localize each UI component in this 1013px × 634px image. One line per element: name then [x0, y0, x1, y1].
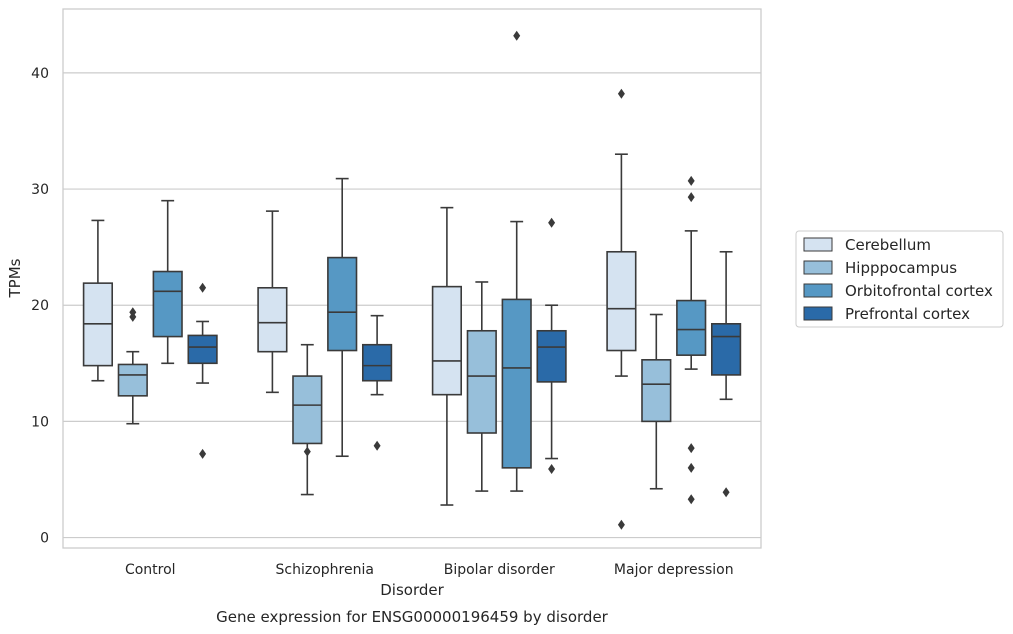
legend-label: Hipppocampus — [845, 259, 957, 277]
outlier-point — [722, 487, 730, 498]
outlier-point — [687, 192, 695, 203]
box — [361, 343, 393, 382]
box — [292, 375, 323, 445]
x-tick-label: Control — [125, 562, 176, 578]
box — [641, 359, 672, 423]
box — [187, 334, 218, 365]
legend-swatch — [803, 306, 833, 321]
outlier-point — [548, 464, 556, 475]
y-tick-label: 0 — [40, 531, 49, 547]
y-axis-ticks: 0 10 20 30 40 — [31, 66, 49, 547]
outlier-point — [687, 462, 695, 473]
box-group — [536, 217, 567, 475]
outlier-point — [687, 494, 695, 505]
box — [257, 286, 288, 353]
box — [710, 323, 742, 376]
legend: Cerebellum Hipppocampus Orbitofrontal cort… — [795, 230, 1004, 328]
outlier-point — [687, 443, 695, 454]
legend-label: Prefrontal cortex — [845, 305, 970, 323]
outlier-point — [373, 440, 381, 451]
box-group — [641, 313, 672, 490]
box-group — [187, 282, 218, 459]
box-group — [466, 281, 497, 492]
outlier-point — [129, 307, 137, 318]
y-tick-label: 40 — [31, 66, 49, 82]
outlier-point — [513, 30, 521, 41]
legend-frame — [795, 230, 1004, 328]
box-group — [152, 199, 183, 365]
boxes — [82, 30, 742, 530]
outlier-point — [199, 448, 207, 459]
outlier-point — [199, 282, 207, 293]
outlier-point — [617, 88, 625, 99]
box-group — [710, 250, 742, 498]
box-group — [606, 88, 637, 530]
outlier-point — [617, 519, 625, 530]
box-group — [361, 314, 393, 451]
box-group — [292, 343, 323, 496]
y-tick-label: 30 — [31, 182, 49, 198]
box — [117, 363, 148, 397]
plot-area — [62, 8, 762, 549]
chart-caption: Gene expression for ENSG00000196459 by d… — [216, 608, 609, 626]
legend-label: Orbitofrontal cortex — [845, 282, 993, 300]
x-axis-ticks: Control Schizophrenia Bipolar disorder Majo… — [125, 562, 734, 578]
y-tick-label: 10 — [31, 414, 49, 430]
outlier-point — [687, 175, 695, 186]
x-tick-label: Schizophrenia — [276, 562, 374, 578]
box-group — [82, 219, 114, 382]
box — [501, 298, 532, 469]
box — [431, 285, 463, 396]
outlier-point — [303, 446, 311, 457]
legend-swatch — [803, 237, 833, 252]
box — [536, 329, 567, 383]
legend-swatch — [803, 260, 833, 275]
box-group — [676, 175, 707, 505]
box — [676, 299, 707, 356]
outlier-point — [548, 217, 556, 228]
box-group — [257, 210, 288, 394]
box — [606, 250, 637, 352]
x-axis-title: Disorder — [380, 581, 444, 599]
x-tick-label: Major depression — [614, 562, 734, 578]
y-tick-label: 20 — [31, 298, 49, 314]
x-tick-label: Bipolar disorder — [444, 562, 555, 578]
legend-swatch — [803, 283, 833, 298]
legend-label: Cerebellum — [845, 236, 931, 254]
box — [152, 270, 183, 338]
box-group — [117, 307, 148, 425]
y-axis-title: TPMs — [6, 258, 24, 298]
box — [466, 329, 497, 434]
box-group — [431, 206, 463, 506]
box-group — [327, 177, 358, 458]
box — [327, 256, 358, 352]
box-group — [501, 30, 532, 492]
